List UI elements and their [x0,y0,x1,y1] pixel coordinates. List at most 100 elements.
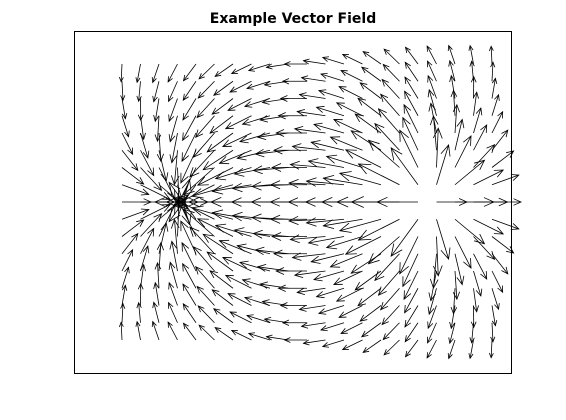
arrow-head [468,353,474,360]
quiver-arrow [121,284,128,306]
quiver-arrow [182,322,197,341]
quiver-arrow [277,112,307,120]
quiver-arrow [298,305,326,312]
quiver-arrow [454,159,486,186]
quiver-arrow [154,261,162,289]
quiver-arrow [329,136,363,151]
arrow-head [140,208,150,216]
arrow-head [140,188,150,196]
quiver-arrow [470,75,477,99]
arrow-head [127,248,134,257]
quiver-arrow [152,81,160,103]
arrow-head [321,342,330,348]
quiver-arrow [491,129,509,151]
arrow-head [338,311,347,318]
arrow-head [281,78,290,85]
arrow-shaft [326,156,363,168]
quiver-arrow [202,233,234,255]
arrow-head [350,196,364,208]
quiver-arrow [361,66,382,82]
quiver-arrow [168,115,178,143]
arrow-shaft [229,311,252,324]
arrow-head [341,53,349,60]
quiver-arrow [271,163,307,172]
quiver-arrow [181,241,197,272]
arrow-head [277,112,286,120]
arrow-shaft [450,75,456,99]
quiver-arrow [374,122,400,151]
arrow-shaft [182,81,197,101]
arrow-head [170,218,180,229]
arrow-head [305,177,317,187]
arrow-shaft [288,182,326,186]
quiver-arrow [341,339,363,351]
arrow-head [180,172,189,184]
arrow-shaft [219,240,252,255]
quiver-arrow [404,305,419,328]
arrow-shaft [255,149,289,155]
arrow-head [142,150,150,159]
arrow-head [131,163,139,172]
arrow-shaft [358,218,400,241]
arrow-shaft [436,219,449,260]
quiver-arrow [169,132,178,164]
arrow-head [288,215,299,226]
quiver-arrow [168,301,178,323]
arrow-head [361,330,369,338]
quiver-arrow [243,296,271,306]
arrow-shaft [246,315,271,324]
arrow-head [168,181,181,195]
arrow-head [367,253,380,265]
arrow-shaft [368,236,400,265]
quiver-arrow [473,270,483,297]
arrow-shaft [473,144,495,168]
arrow-shaft [436,128,439,168]
arrow-shaft [433,115,437,151]
arrow-head [259,281,269,289]
arrow-shaft [404,76,419,99]
arrow-head [209,197,222,207]
arrow-head [456,275,465,286]
quiver-arrow [300,75,326,82]
quiver-arrow [182,115,197,142]
quiver-arrow [121,132,134,156]
quiver-arrow [357,287,382,307]
quiver-arrow [152,301,160,323]
arrow-shaft [374,253,400,281]
quiver-arrow [140,245,150,272]
arrow-shaft [491,322,494,342]
quiver-arrow [367,236,400,265]
arrow-head [222,139,232,147]
quiver-arrow [296,109,326,117]
arrow-head [456,118,465,129]
arrow-head [447,44,453,52]
quiver-arrow [259,115,289,123]
quiver-arrow [195,115,215,138]
arrow-head [168,261,176,270]
arrow-head [168,134,176,143]
arrow-shaft [342,339,363,350]
arrow-head [404,350,411,358]
arrow-shaft [173,198,215,220]
quiver-arrow [491,288,500,311]
quiver-arrow [490,322,496,343]
arrow-shaft [405,339,419,357]
quiver-arrow [168,181,197,220]
arrow-shaft [140,167,162,191]
quiver-arrow [310,140,345,151]
arrow-shaft [345,149,382,168]
arrow-head [241,118,251,126]
arrow-shaft [244,297,271,306]
quiver-arrow [151,63,160,84]
arrow-head [448,337,454,345]
quiver-arrow [448,322,456,345]
arrow-head [289,160,300,170]
quiver-arrow [211,289,234,306]
arrow-head [182,132,190,142]
arrow-head [404,46,411,54]
arrow-shaft [237,149,271,159]
arrow-head [404,90,412,100]
quiver-arrow [317,305,345,315]
arrow-shaft [121,219,144,237]
quiver-arrow [209,270,234,289]
